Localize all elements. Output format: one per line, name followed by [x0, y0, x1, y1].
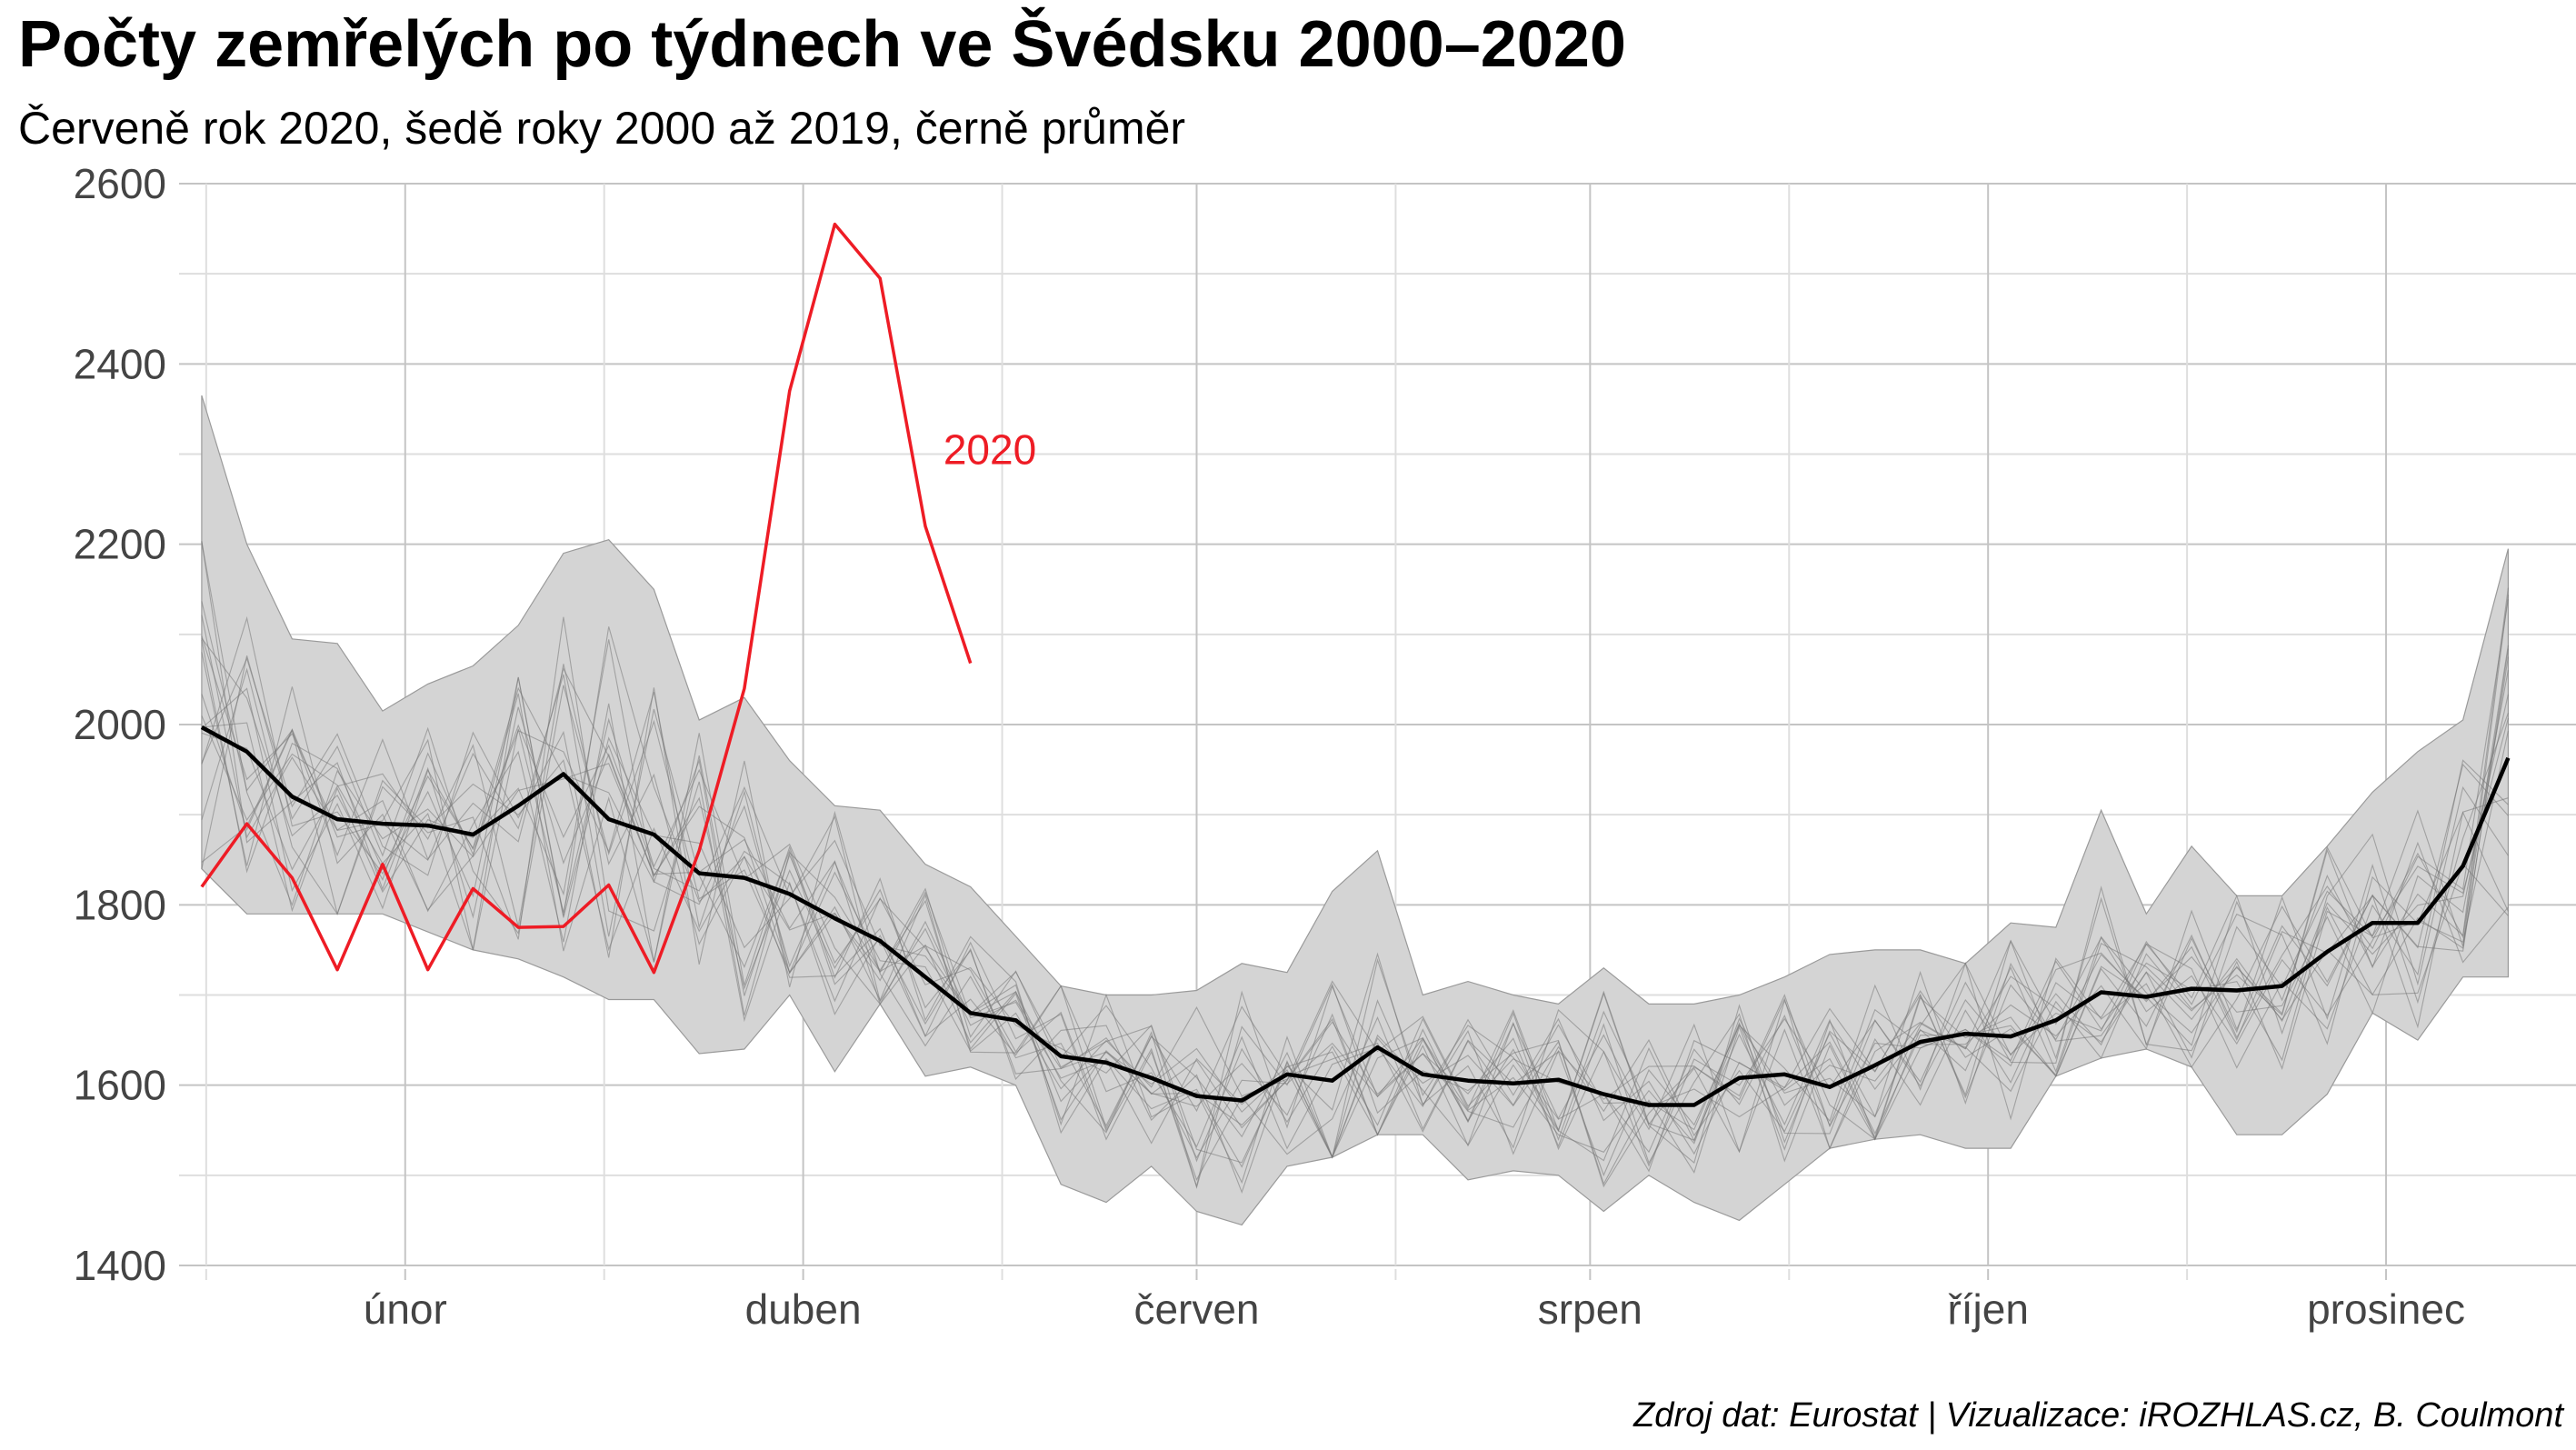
- year-line: [201, 667, 2509, 1164]
- x-tick-label: únor: [364, 1285, 447, 1333]
- y-tick-label: 2400: [74, 340, 166, 387]
- y-tick-label: 1600: [74, 1062, 166, 1109]
- year-line: [201, 637, 2509, 1159]
- series-average-line: [200, 725, 2511, 1107]
- chart-title: Počty zemřelých po týdnech ve Švédsku 20…: [18, 8, 1626, 81]
- year-line: [201, 674, 2509, 1188]
- range-band: [201, 395, 2509, 1226]
- annotation-2020: 2020: [944, 426, 1036, 474]
- year-line: [201, 599, 2509, 1185]
- x-tick-label: červen: [1133, 1285, 1259, 1333]
- year-line: [201, 656, 2509, 1135]
- y-tick-label: 1800: [74, 881, 166, 928]
- year-line: [201, 601, 2509, 1159]
- x-tick-label: duben: [745, 1285, 862, 1333]
- y-tick-label: 1400: [74, 1242, 166, 1289]
- year-line: [201, 664, 2509, 1182]
- series: [200, 222, 2511, 1107]
- range-band-area: [201, 395, 2509, 1226]
- x-tick-label: prosinec: [2307, 1285, 2465, 1333]
- series-2020-line: [200, 222, 973, 975]
- chart-subtitle: Červeně rok 2020, šedě roky 2000 až 2019…: [18, 103, 1186, 154]
- year-line: [201, 615, 2509, 1189]
- y-tick-label: 2600: [74, 160, 166, 207]
- year-line: [201, 587, 2509, 1173]
- year-line: [201, 540, 2509, 1164]
- x-tick-label: říjen: [1947, 1285, 2028, 1333]
- y-tick-label: 2000: [74, 701, 166, 748]
- individual-years: [201, 540, 2509, 1195]
- y-tick-label: 2200: [74, 521, 166, 568]
- source-credit: Zdroj dat: Eurostat | Vizualizace: iROZH…: [1633, 1396, 2563, 1435]
- x-tick-label: srpen: [1538, 1285, 1642, 1333]
- year-line: [201, 635, 2509, 1168]
- axes: 1400 1600 1800 2000 2200 2400 2600 únor duben čer…: [74, 160, 2465, 1333]
